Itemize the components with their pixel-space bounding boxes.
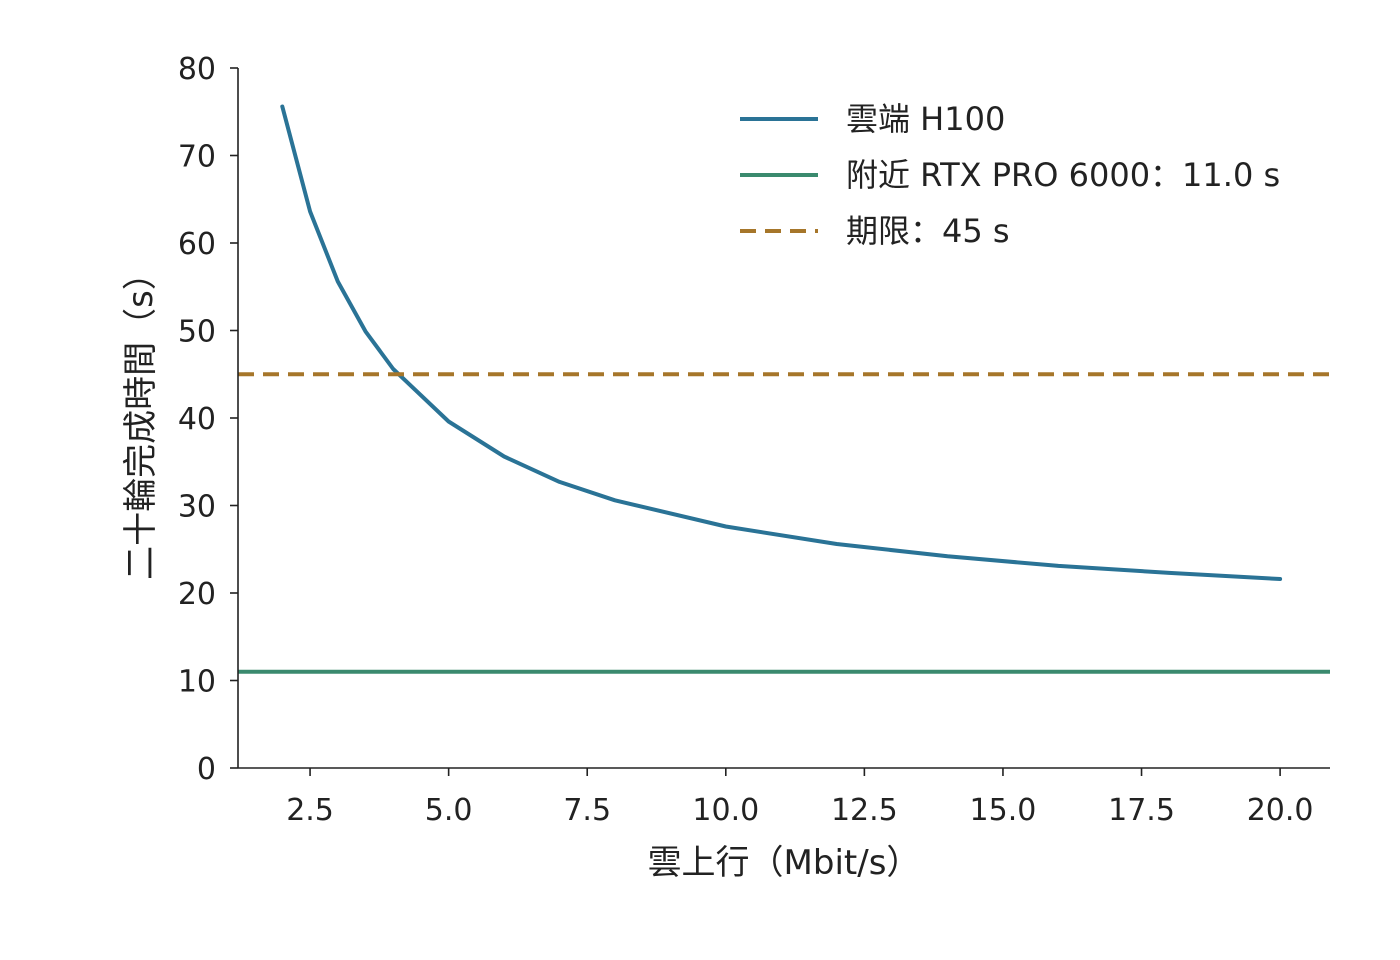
legend-label-0: 雲端 H100 [846,100,1005,138]
y-tick-label: 80 [178,52,216,87]
series-layer [238,104,1330,674]
x-tick-label: 20.0 [1247,793,1314,828]
y-tick-label: 70 [178,140,216,175]
x-ticks: 2.5 5.0 7.5 10.0 12.5 15.0 17.5 20.0 [286,768,1314,828]
y-tick-label: 60 [178,227,216,262]
y-tick-label: 0 [197,752,216,787]
x-tick-label: 5.0 [425,793,473,828]
legend-label-2: 期限：45 s [846,212,1010,250]
x-tick-label: 15.0 [970,793,1037,828]
y-tick-label: 10 [178,665,216,700]
x-tick-label: 12.5 [831,793,898,828]
x-axis-title: 雲上行（Mbit/s） [648,843,921,883]
y-tick-label: 40 [178,402,216,437]
x-tick-label: 10.0 [692,793,759,828]
legend: 雲端 H100 附近 RTX PRO 6000：11.0 s 期限：45 s [740,100,1280,250]
y-tick-label: 50 [178,315,216,350]
series-line-0 [280,104,1283,581]
y-axis-title: 二十輪完成時間（s） [121,256,161,580]
legend-label-1: 附近 RTX PRO 6000：11.0 s [846,156,1280,194]
y-tick-label: 20 [178,577,216,612]
x-tick-label: 17.5 [1108,793,1175,828]
y-ticks: 0 10 20 30 40 50 60 70 80 [178,52,238,787]
y-tick-label: 30 [178,490,216,525]
x-tick-label: 2.5 [286,793,334,828]
x-tick-label: 7.5 [563,793,611,828]
